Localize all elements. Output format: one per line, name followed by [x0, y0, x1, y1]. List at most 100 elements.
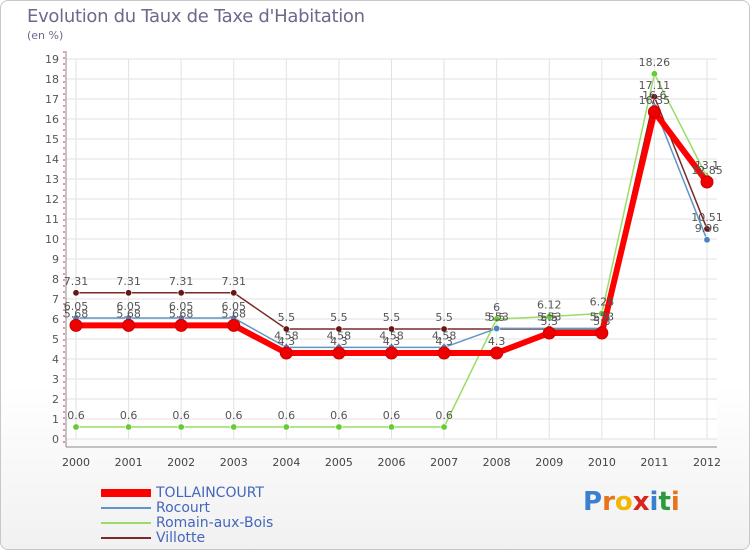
y-tick-label: 1 — [52, 413, 59, 426]
data-label: 5.5 — [435, 311, 453, 324]
y-tick-label: 16 — [45, 113, 59, 126]
data-point — [72, 289, 80, 297]
data-label: 5.53 — [590, 310, 615, 323]
logo-letter: i — [649, 487, 659, 517]
y-tick-label: 10 — [45, 233, 59, 246]
data-label: 0.6 — [435, 409, 453, 422]
data-label: 6.05 — [169, 300, 194, 313]
logo-letter: r — [602, 487, 615, 517]
data-point — [387, 423, 395, 431]
data-label: 6 — [493, 301, 500, 314]
data-label: 0.6 — [67, 409, 85, 422]
x-tick-label: 2001 — [115, 456, 143, 469]
data-point — [230, 289, 238, 297]
y-tick-label: 3 — [52, 373, 59, 386]
data-point — [493, 315, 501, 323]
data-point — [490, 346, 504, 360]
data-label: 0.6 — [225, 409, 243, 422]
data-label: 7.31 — [169, 275, 194, 288]
data-label: 4.3 — [488, 335, 506, 348]
x-tick-label: 2003 — [220, 456, 248, 469]
data-label: 5.53 — [484, 310, 509, 323]
data-label: 10.51 — [691, 211, 723, 224]
data-label: 5.5 — [330, 311, 348, 324]
data-label: 4.3 — [435, 335, 453, 348]
data-label: 5.53 — [537, 310, 562, 323]
data-label: 5.68 — [169, 307, 194, 320]
y-axis-unit: (en %) — [27, 29, 64, 42]
legend-label: Villotte — [156, 530, 206, 546]
logo-letter: x — [632, 487, 650, 517]
x-tick-label: 2012 — [693, 456, 721, 469]
y-tick-label: 18 — [45, 73, 59, 86]
data-label: 4.58 — [432, 329, 457, 342]
data-label: 5.68 — [64, 307, 89, 320]
data-label: 4.3 — [330, 335, 348, 348]
y-tick-label: 13 — [45, 173, 59, 186]
data-label: 0.6 — [383, 409, 401, 422]
data-label: 17.11 — [639, 79, 671, 92]
legend-label: Rocourt — [156, 500, 211, 516]
data-label: 4.58 — [379, 329, 404, 342]
x-tick-label: 2000 — [62, 456, 90, 469]
data-label: 7.31 — [222, 275, 247, 288]
x-tick-label: 2002 — [167, 456, 195, 469]
data-point — [177, 289, 185, 297]
data-point — [122, 318, 136, 332]
data-label: 5.5 — [593, 311, 611, 324]
data-label: 0.6 — [278, 409, 296, 422]
y-tick-label: 17 — [45, 93, 59, 106]
data-point — [595, 326, 609, 340]
chart-title: Evolution du Taux de Taxe d'Habitation — [27, 6, 365, 27]
data-point — [177, 423, 185, 431]
data-label: 6.12 — [537, 299, 562, 312]
data-label: 12.85 — [691, 164, 723, 177]
data-label: 18.26 — [639, 56, 671, 69]
data-label: 7.31 — [116, 275, 141, 288]
data-point — [647, 105, 661, 119]
y-tick-label: 11 — [45, 213, 59, 226]
y-tick-label: 14 — [45, 153, 59, 166]
data-point — [279, 346, 293, 360]
data-label: 16.6 — [642, 89, 667, 102]
data-label: 4.3 — [278, 335, 296, 348]
data-label: 0.6 — [330, 409, 348, 422]
data-point — [703, 225, 711, 233]
data-label: 4.58 — [327, 329, 352, 342]
data-point — [385, 346, 398, 360]
y-tick-label: 5 — [52, 333, 59, 346]
data-point — [335, 423, 343, 431]
data-point — [174, 318, 188, 332]
data-point — [282, 423, 290, 431]
y-tick-label: 0 — [52, 433, 59, 446]
data-point — [703, 236, 711, 244]
data-point — [230, 423, 238, 431]
data-point — [227, 318, 241, 332]
data-label: 4.3 — [383, 335, 401, 348]
data-label: 5.5 — [541, 311, 559, 324]
data-point — [493, 324, 501, 332]
data-label: 0.6 — [120, 409, 138, 422]
data-point — [332, 346, 346, 360]
logo-letter: i — [670, 487, 680, 517]
legend-label: TOLLAINCOURT — [156, 485, 264, 501]
data-point — [542, 326, 556, 340]
data-label: 6.05 — [116, 300, 141, 313]
logo-letter: P — [583, 487, 603, 517]
y-tick-label: 15 — [45, 133, 59, 146]
data-point — [700, 175, 714, 189]
y-tick-label: 9 — [52, 253, 59, 266]
legend-swatch — [101, 507, 151, 509]
y-tick-label: 12 — [45, 193, 59, 206]
data-label: 6.05 — [64, 300, 89, 313]
proxiti-logo: Proxiti — [583, 487, 680, 517]
data-point — [387, 325, 395, 333]
data-point — [69, 318, 83, 332]
data-label: 5.3 — [593, 315, 611, 328]
y-tick-label: 6 — [52, 313, 59, 326]
legend-label: Romain-aux-Bois — [156, 515, 274, 531]
data-point — [440, 325, 448, 333]
data-point — [437, 346, 451, 360]
